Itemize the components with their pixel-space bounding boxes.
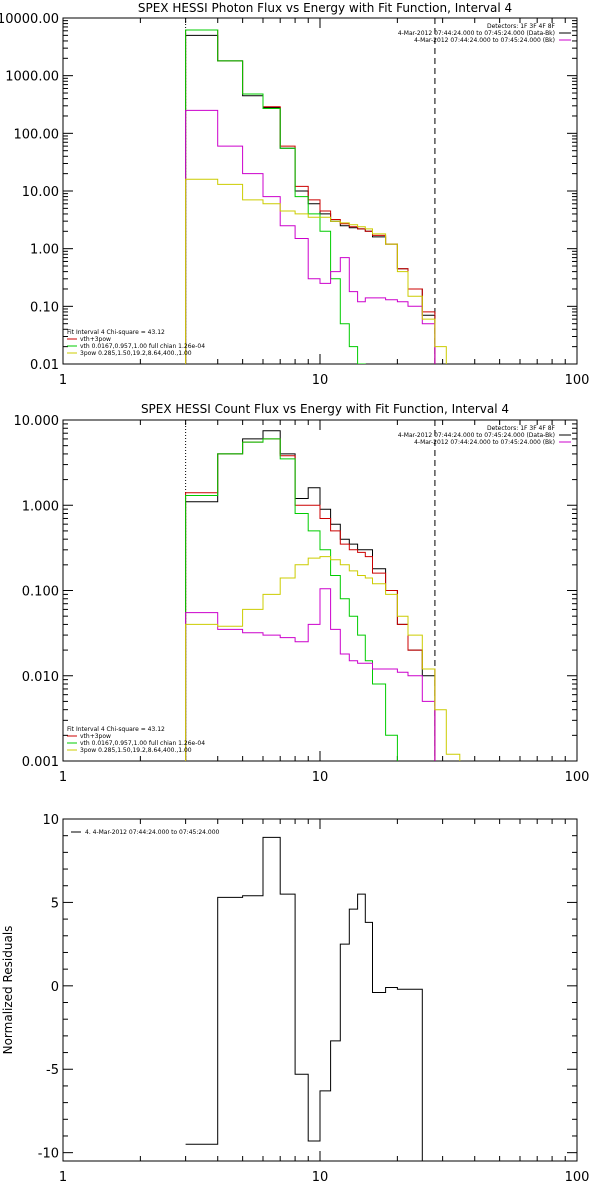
count-y-tick-label: 0.100 (22, 585, 59, 600)
count-y-tick-label: 10.000 (14, 414, 60, 429)
count-legend-bottom-text: Fit Interval 4 Chi-square = 43.12 (67, 726, 165, 733)
residuals-axis-ticks: 1 10 100 -10 -5 0 5 10 (38, 813, 590, 1185)
residuals-y-tick-label: 10 (42, 813, 59, 828)
photon-y-tick-label: 0.01 (30, 358, 59, 373)
count-series-group (185, 430, 461, 761)
photon-legend-bottom-text: vth 0.0167,0.957,1.00 full chian 1.26e-0… (80, 343, 205, 350)
photon-y-tick-label: 10000.00 (0, 12, 59, 27)
residuals-series-group (185, 836, 423, 1161)
count-legend: Detectors: 1F 3F 4F 8F4-Mar-2012 07:44:2… (67, 425, 571, 754)
residuals-legend: 4. 4-Mar-2012 07:44:24.000 to 07:45:24.0… (71, 829, 220, 836)
count-legend-bottom-text: vth+3pow (80, 733, 111, 740)
count-legend-top-text: 4-Mar-2012 07:44:24.000 to 07:45:24.000 … (414, 439, 555, 446)
count-y-tick-label: 0.010 (22, 670, 59, 685)
count-axis-ticks: 1 10 100 0.001 0.010 0.100 1.000 10.000 (14, 414, 590, 785)
photon-legend: Detectors: 1F 3F 4F 8F4-Mar-2012 07:44:2… (67, 23, 571, 357)
residuals-x-tick-label: 1 (59, 1170, 67, 1185)
residuals-series-0-line (185, 836, 423, 1161)
count-series-4-line (185, 556, 461, 761)
photon-legend-bottom-text: vth+3pow (80, 336, 111, 343)
photon-y-tick-label: 0.10 (30, 300, 59, 315)
count-flux-panel: SPEX HESSI Count Flux vs Energy with Fit… (14, 402, 590, 785)
photon-y-tick-label: 100.00 (14, 127, 60, 142)
residuals-y-tick-label: -5 (46, 1063, 59, 1078)
count-legend-top-text: Detectors: 1F 3F 4F 8F (487, 425, 556, 432)
count-x-tick-label: 10 (312, 770, 329, 785)
photon-x-tick-label: 10 (312, 373, 329, 388)
count-chart-title: SPEX HESSI Count Flux vs Energy with Fit… (141, 402, 509, 416)
residuals-legend-text: 4. 4-Mar-2012 07:44:24.000 to 07:45:24.0… (85, 829, 220, 836)
photon-legend-top-text: 4-Mar-2012 07:44:24.000 to 07:45:24.000 … (414, 37, 555, 44)
residuals-panel: Normalized Residuals 1 10 100 -10 -5 0 5 10 4. … (1, 813, 589, 1185)
photon-flux-panel: SPEX HESSI Photon Flux vs Energy with Fi… (0, 1, 589, 388)
count-legend-bottom-text: 3pow 0.285,1.50,19.2,8.64,400.,1.00 (80, 747, 192, 754)
residuals-y-tick-label: 5 (51, 896, 59, 911)
count-series-2-line (185, 438, 398, 761)
photon-legend-top-text: Detectors: 1F 3F 4F 8F (487, 23, 556, 30)
count-y-tick-label: 1.000 (22, 499, 59, 514)
count-series-3-line (185, 588, 436, 761)
count-legend-top-text: 4-Mar-2012 07:44:24.000 to 07:45:24.000 … (398, 432, 555, 439)
photon-y-tick-label: 1000.00 (5, 70, 59, 85)
photon-legend-bottom-text: 3pow 0.285,1.50,19.2,8.64,400.,1.00 (80, 350, 192, 357)
count-y-tick-label: 0.001 (22, 755, 59, 770)
photon-legend-bottom-text: Fit Interval 4 Chi-square = 43.12 (67, 329, 165, 336)
residuals-y-axis-label: Normalized Residuals (1, 926, 15, 1055)
photon-plot-frame (62, 17, 578, 365)
residuals-x-tick-label: 100 (565, 1170, 590, 1185)
count-x-tick-label: 100 (565, 770, 590, 785)
photon-x-tick-label: 100 (565, 373, 590, 388)
photon-y-tick-label: 10.00 (22, 185, 59, 200)
residuals-y-tick-label: -10 (38, 1147, 59, 1162)
photon-series-group (185, 29, 447, 364)
photon-axis-ticks: 1 10 100 0.01 0.10 1.00 10.00 100.00 1000.00 1000… (0, 12, 589, 388)
photon-series-4-line (185, 178, 447, 364)
count-legend-bottom-text: vth 0.0167,0.957,1.00 full chian 1.26e-0… (80, 740, 205, 747)
photon-legend-top-text: 4-Mar-2012 07:44:24.000 to 07:45:24.000 … (398, 30, 555, 37)
photon-chart-title: SPEX HESSI Photon Flux vs Energy with Fi… (138, 1, 512, 15)
count-x-tick-label: 1 (59, 770, 67, 785)
residuals-x-tick-label: 10 (312, 1170, 329, 1185)
residuals-y-tick-label: 0 (51, 980, 59, 995)
photon-y-tick-label: 1.00 (30, 243, 59, 258)
photon-series-0-line (185, 34, 436, 364)
photon-x-tick-label: 1 (59, 373, 67, 388)
photon-series-3-line (185, 109, 436, 364)
